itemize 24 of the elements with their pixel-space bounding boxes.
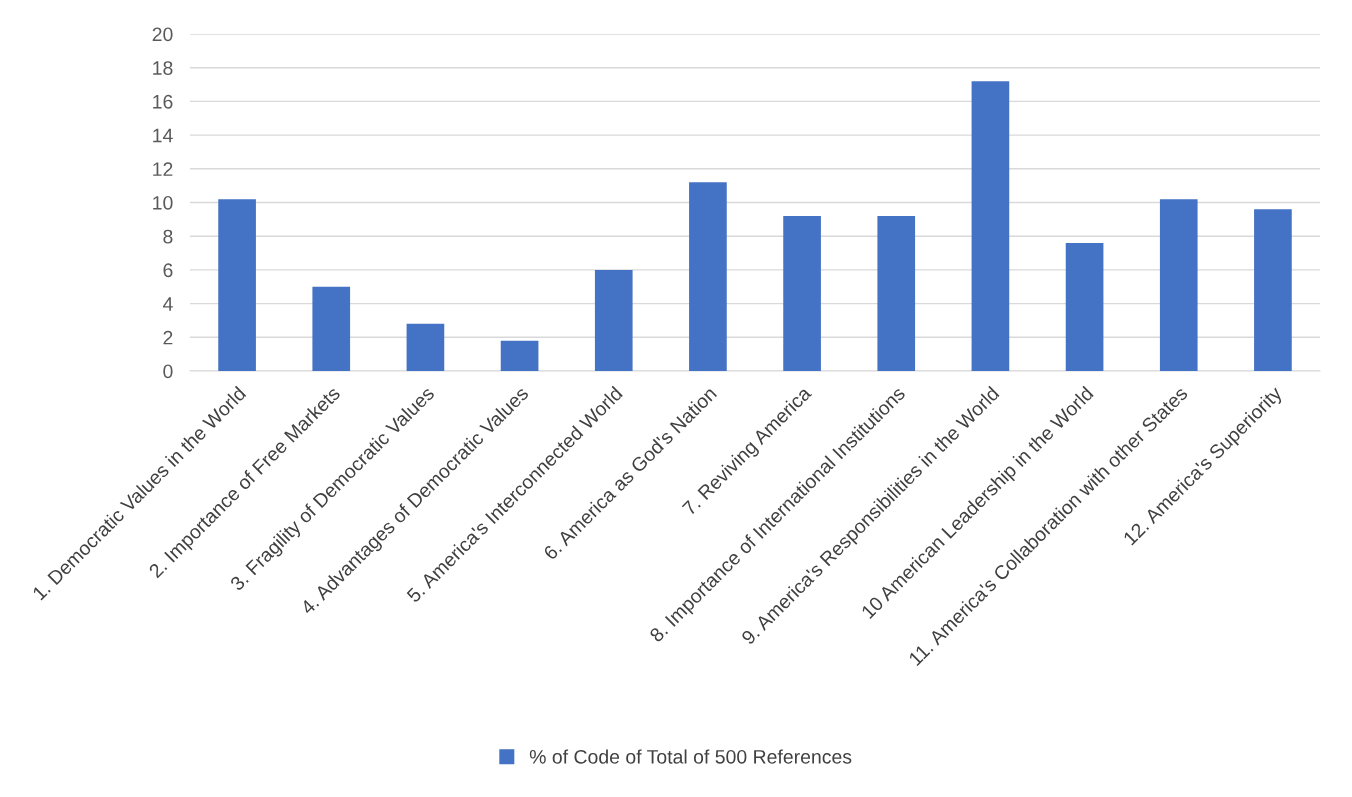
y-tick-label: 4 <box>162 297 173 311</box>
y-tick-label: 2 <box>163 330 173 345</box>
bar <box>1159 199 1198 371</box>
bar <box>500 340 539 371</box>
y-tick-label: 12 <box>153 162 173 176</box>
bar <box>218 199 256 371</box>
y-tick-label: 16 <box>153 94 173 109</box>
bar <box>971 81 1010 371</box>
y-tick-label: 10 <box>153 195 173 210</box>
bar <box>1254 209 1292 371</box>
y-tick-label: 8 <box>163 229 173 244</box>
y-tick-label: 0 <box>163 364 173 379</box>
y-tick-label: 14 <box>153 128 173 143</box>
bar <box>312 286 351 371</box>
y-tick-label: 18 <box>153 61 173 75</box>
bar <box>594 269 633 371</box>
bar <box>877 215 916 371</box>
y-tick-label: 20 <box>152 27 173 42</box>
bar <box>689 182 727 371</box>
bar <box>406 323 445 371</box>
bar <box>1065 242 1104 371</box>
y-tick-label: 6 <box>163 263 173 278</box>
legend-label: % of Code of Total of 500 References <box>529 749 852 764</box>
bar <box>783 215 821 371</box>
